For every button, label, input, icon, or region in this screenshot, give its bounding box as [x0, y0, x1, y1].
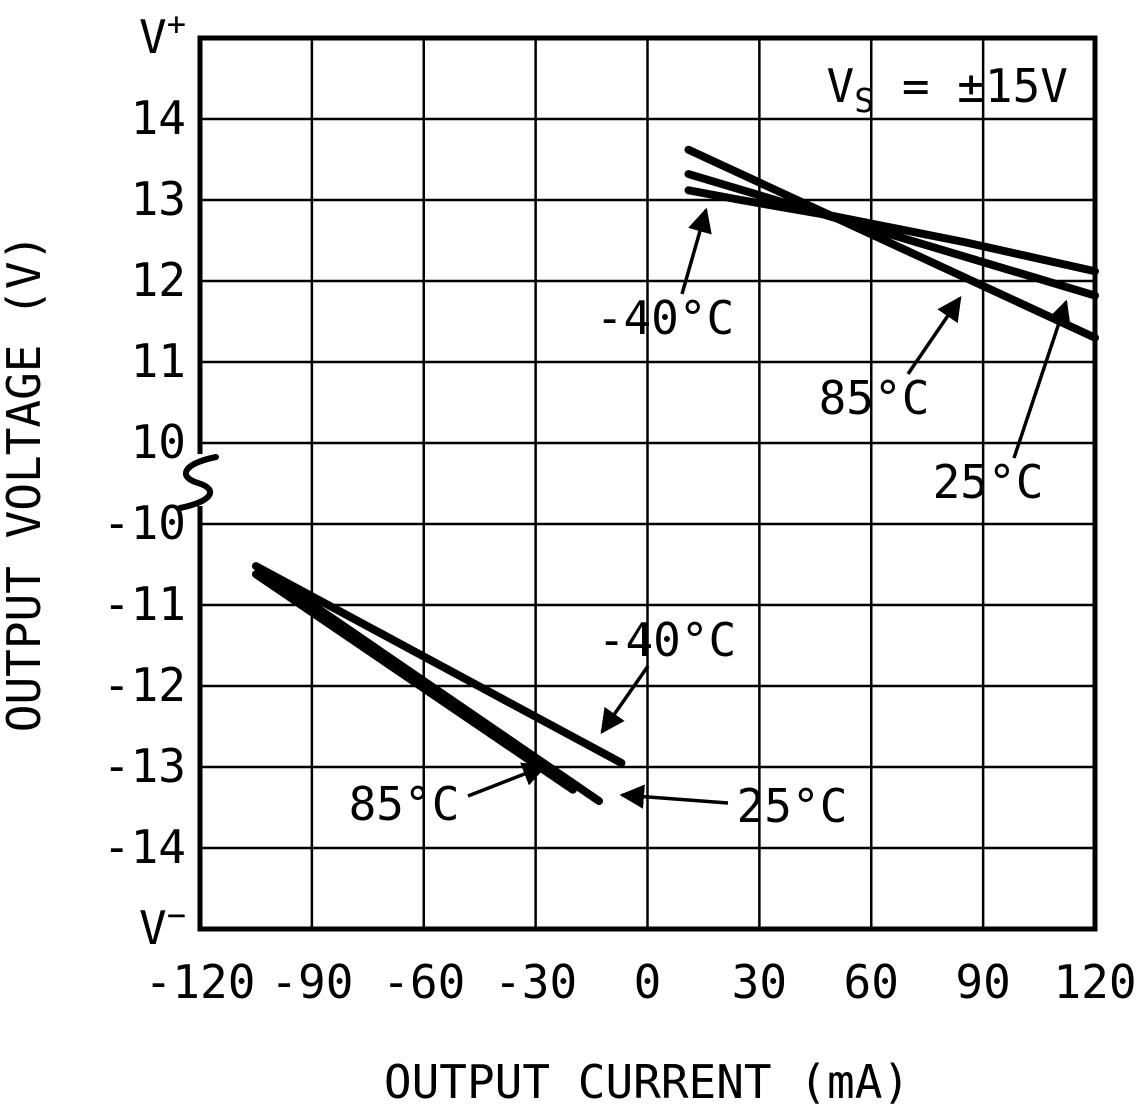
x-tick-label: -120 — [145, 955, 256, 1009]
x-tick-label: 30 — [732, 955, 787, 1009]
y-tick-labels: V+ 14 13 12 11 10 -10 -11 -12 -13 -14 V− — [103, 5, 186, 955]
axis-break-symbol — [177, 454, 219, 511]
x-tick-label: 90 — [955, 955, 1010, 1009]
supply-voltage-text: VS = ±15V — [827, 59, 1068, 120]
x-tick-label: -90 — [270, 955, 353, 1009]
y-tick-label: 12 — [131, 253, 186, 307]
series-lines — [251, 145, 1099, 806]
annotation-arrow — [600, 664, 650, 735]
supply-voltage-label: VS = ±15V — [827, 59, 1068, 120]
series-line-negative-swing--40°C — [251, 562, 626, 767]
y-axis-title: OUTPUT VOLTAGE (V) — [0, 234, 51, 733]
annotation-arrow — [467, 762, 548, 798]
y-tick-label: 10 — [131, 415, 186, 469]
y-tick-label: V− — [139, 896, 186, 955]
x-tick-label: -30 — [494, 955, 577, 1009]
y-tick-label: -13 — [103, 739, 186, 793]
x-tick-label: 120 — [1053, 955, 1136, 1009]
annotation-label: 25°C — [737, 779, 848, 833]
annotation-label: -40°C — [598, 613, 736, 667]
annotation-arrow — [1012, 299, 1071, 459]
series-line-negative-swing-85°C — [251, 570, 577, 794]
annotation-arrow — [680, 207, 712, 295]
y-tick-label: 11 — [131, 334, 186, 388]
series-line-positive-swing-25°C — [684, 170, 1099, 300]
x-tick-label: 60 — [844, 955, 899, 1009]
axis-break-mask — [192, 454, 208, 506]
y-tick-label: 13 — [131, 172, 186, 226]
x-tick-label: 0 — [634, 955, 662, 1009]
y-tick-label: 14 — [131, 91, 186, 145]
x-tick-labels: -120 -90 -60 -30 0 30 60 90 120 — [145, 955, 1137, 1009]
series-line-positive-swing--40°C — [684, 186, 1099, 276]
annotation-arrow — [906, 295, 962, 375]
annotation-label: -40°C — [596, 291, 734, 345]
temperature-annotations: -40°C85°C25°C-40°C85°C 25°C — [349, 207, 1071, 833]
y-tick-label: -11 — [103, 577, 186, 631]
annotation-label: 85°C — [349, 777, 460, 831]
y-tick-label: -12 — [103, 658, 186, 712]
series-line-positive-swing-85°C — [684, 145, 1099, 342]
series-line-negative-swing-25°C — [255, 564, 604, 806]
annotation-label: 25°C — [933, 455, 1044, 509]
x-axis-title: OUTPUT CURRENT (mA) — [384, 1055, 910, 1109]
y-tick-label: -14 — [103, 820, 186, 874]
y-tick-label: -10 — [103, 496, 186, 550]
y-tick-label: V+ — [139, 5, 186, 64]
x-tick-label: -60 — [382, 955, 465, 1009]
annotation-arrow — [619, 784, 729, 809]
axis-break-squiggle — [177, 454, 219, 511]
annotation-label: 85°C — [819, 371, 930, 425]
